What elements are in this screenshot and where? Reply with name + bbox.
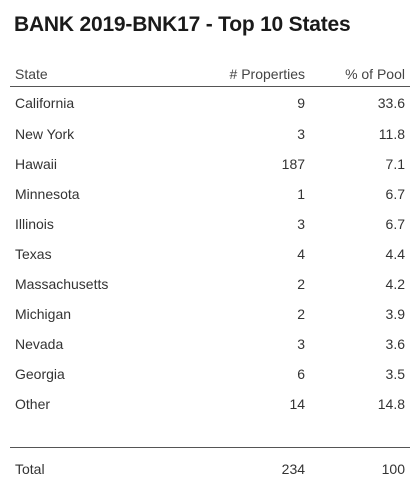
state-cell: Hawaii	[10, 149, 188, 179]
properties-cell: 3	[188, 119, 310, 149]
column-header-properties: # Properties	[188, 62, 310, 87]
state-cell: Michigan	[10, 299, 188, 329]
state-cell: Texas	[10, 239, 188, 269]
state-cell: Other	[10, 389, 188, 419]
total-properties: 234	[188, 448, 310, 490]
table-title: BANK 2019-BNK17 - Top 10 States	[14, 13, 351, 37]
pct-cell: 4.4	[310, 239, 410, 269]
state-cell: New York	[10, 119, 188, 149]
pct-cell: 14.8	[310, 389, 410, 419]
properties-cell: 14	[188, 389, 310, 419]
properties-cell: 4	[188, 239, 310, 269]
state-cell: Illinois	[10, 209, 188, 239]
pct-cell: 11.8	[310, 119, 410, 149]
pct-cell: 6.7	[310, 209, 410, 239]
pct-cell: 33.6	[310, 87, 410, 120]
properties-cell: 2	[188, 299, 310, 329]
column-header-state: State	[10, 62, 188, 87]
state-cell: Massachusetts	[10, 269, 188, 299]
pct-cell: 7.1	[310, 149, 410, 179]
properties-cell: 3	[188, 329, 310, 359]
total-pct: 100	[310, 448, 410, 490]
state-cell: Nevada	[10, 329, 188, 359]
pct-cell: 3.6	[310, 329, 410, 359]
pct-cell: 4.2	[310, 269, 410, 299]
total-divider	[10, 419, 410, 448]
pct-cell: 6.7	[310, 179, 410, 209]
header-row: State # Properties % of Pool	[10, 62, 410, 87]
divider-cell	[10, 419, 410, 448]
properties-cell: 2	[188, 269, 310, 299]
column-header-pct-of-pool: % of Pool	[310, 62, 410, 87]
properties-cell: 187	[188, 149, 310, 179]
total-row: Total 234 100	[10, 448, 410, 490]
properties-cell: 1	[188, 179, 310, 209]
properties-cell: 6	[188, 359, 310, 389]
state-cell: California	[10, 87, 188, 120]
state-cell: Minnesota	[10, 179, 188, 209]
pct-cell: 3.5	[310, 359, 410, 389]
state-cell: Georgia	[10, 359, 188, 389]
pct-cell: 3.9	[310, 299, 410, 329]
properties-cell: 9	[188, 87, 310, 120]
total-label: Total	[10, 448, 188, 490]
properties-cell: 3	[188, 209, 310, 239]
